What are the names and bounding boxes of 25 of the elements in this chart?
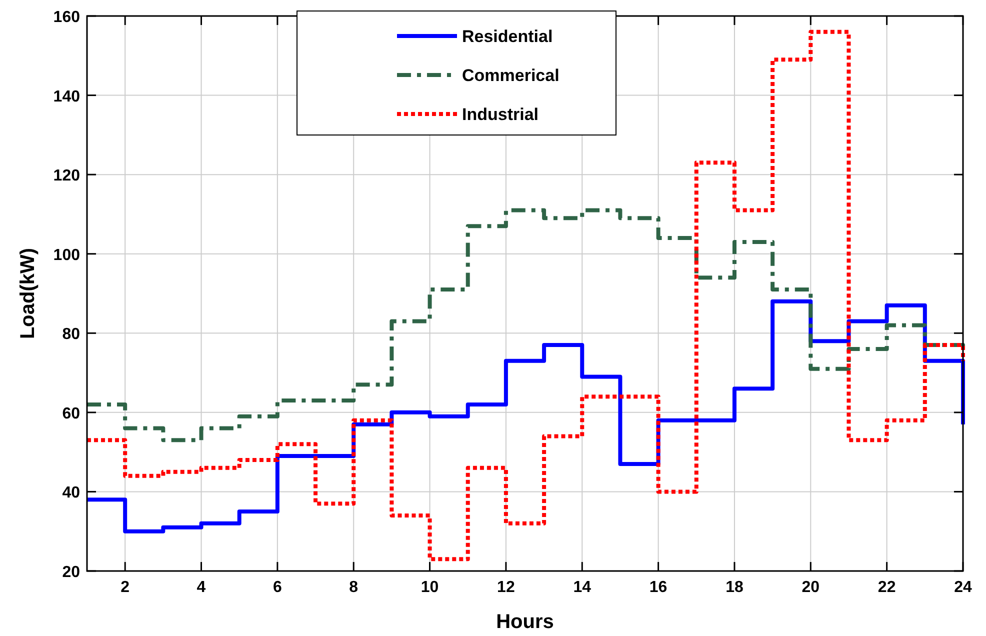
y-tick-label: 60 — [62, 405, 80, 422]
y-tick-label: 40 — [62, 484, 80, 502]
x-tick-label: 22 — [878, 579, 896, 596]
legend-label: Industrial — [462, 105, 539, 124]
x-tick-label: 20 — [802, 579, 820, 596]
x-tick-label: 18 — [726, 579, 744, 596]
y-tick-label: 120 — [53, 168, 80, 185]
x-tick-label: 4 — [196, 579, 206, 596]
y-tick-label: 100 — [53, 246, 80, 264]
x-tick-label: 24 — [954, 579, 972, 596]
y-tick-label: 140 — [53, 88, 80, 106]
x-axis-title: Hours — [496, 611, 554, 633]
y-tick-label: 160 — [53, 9, 80, 26]
y-axis-title: Load(kW) — [17, 248, 39, 340]
x-tick-label: 10 — [420, 579, 439, 596]
x-tick-label: 16 — [649, 579, 668, 596]
legend-label: Commerical — [462, 66, 560, 85]
legend-label: Residential — [462, 27, 553, 46]
x-tick-label: 12 — [497, 579, 515, 596]
x-tick-label: 14 — [573, 579, 592, 596]
y-tick-label: 80 — [62, 326, 80, 344]
x-tick-label: 6 — [272, 579, 282, 596]
x-tick-label: 8 — [349, 579, 358, 596]
y-tick-label: 20 — [62, 564, 80, 581]
x-tick-label: 2 — [120, 579, 130, 596]
